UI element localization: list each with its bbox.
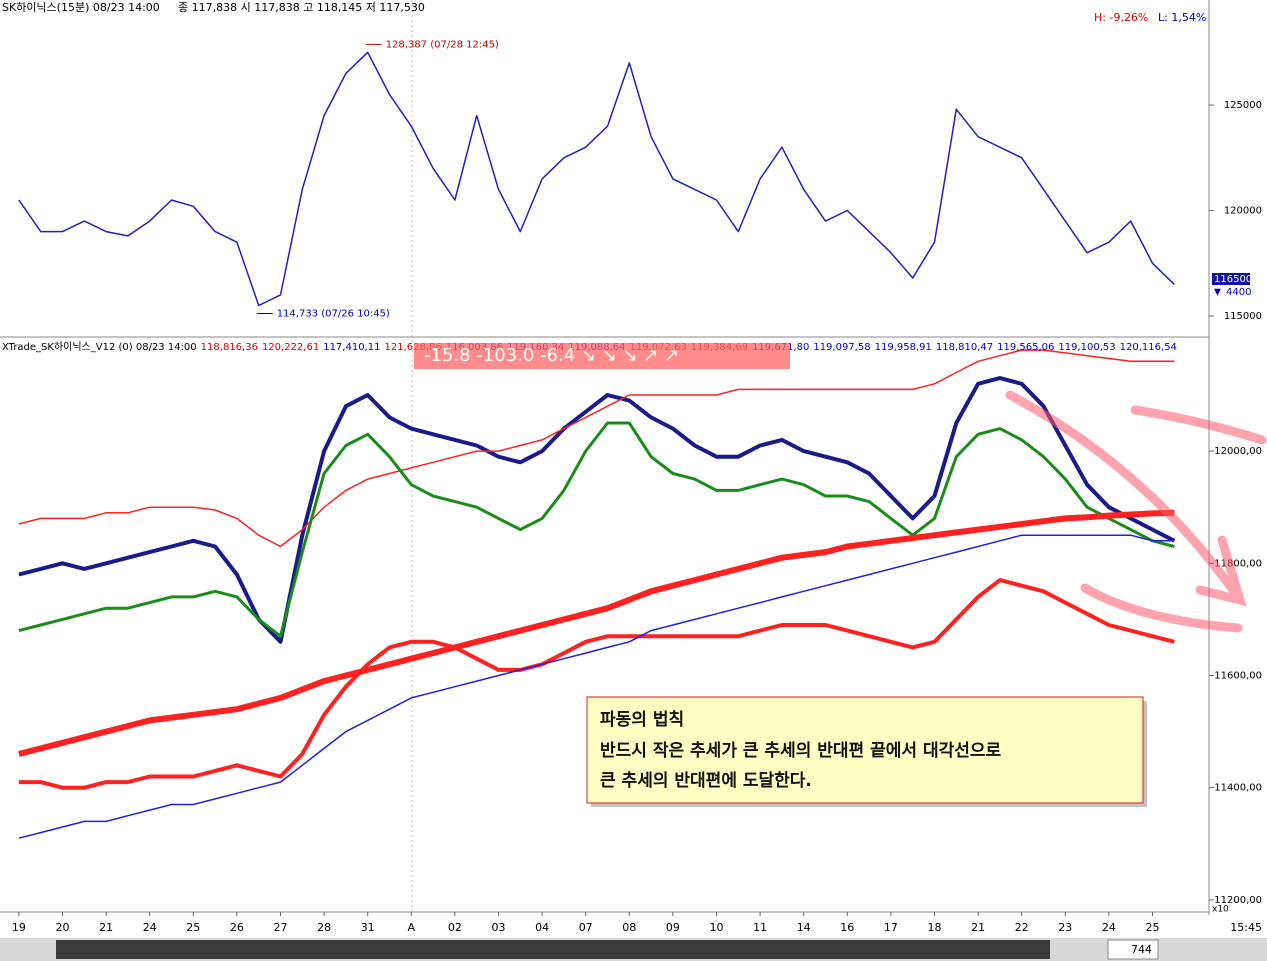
x-tick-label: 20: [56, 921, 70, 934]
indicator-title: XTrade_SK하이닉스_V12 (0) 08/23 14:00: [2, 340, 197, 353]
count-text: 744: [1131, 943, 1152, 956]
data-line: [18, 51, 1175, 307]
last-price-box: [1212, 273, 1250, 285]
x-tick-label: 25: [186, 921, 200, 934]
x-tick-label: 04: [535, 921, 549, 934]
indicator-value: 119,100,53: [1058, 342, 1115, 353]
x-tick-label: 26: [230, 921, 244, 934]
x-tick-label: 07: [579, 921, 593, 934]
arrow-middle: [1005, 390, 1247, 607]
low-annotation: 114,733 (07/26 10:45): [277, 308, 390, 319]
data-line: [18, 376, 1176, 644]
count-field[interactable]: [1107, 939, 1159, 960]
note-line: 반드시 작은 추세가 큰 추세의 반대편 끝에서 대각선으로: [600, 741, 1002, 761]
x-tick-label: 18: [928, 921, 942, 934]
x-tick-label: 14: [797, 921, 811, 934]
indicator-value: 118,810,47: [936, 342, 993, 353]
arrow-upper: [1130, 405, 1267, 445]
trend-arrows: [1005, 390, 1267, 633]
scale-label: x10: [1212, 905, 1229, 915]
x-tick-label: 21: [99, 921, 113, 934]
signal-box: [414, 343, 790, 369]
x-tick-label: 21: [971, 921, 985, 934]
y-tick-label: 120000: [1224, 206, 1262, 217]
x-tick-label: 19: [12, 921, 26, 934]
y-tick-label: 115000: [1224, 311, 1262, 322]
x-tick-label: 22: [1015, 921, 1029, 934]
indicator-value: 120,222,61: [262, 342, 319, 353]
data-line: [18, 534, 1175, 839]
note-line: 큰 추세의 반대편에 도달한다.: [600, 770, 812, 791]
x-tick-label: 24: [1102, 921, 1116, 934]
price-stats: 종 117,838 시 117,838 고 118,145 저 117,530: [178, 1, 425, 14]
indicator-value: 119,565,06: [997, 342, 1054, 353]
x-tick-label: 16: [840, 921, 854, 934]
x-tick-label: 27: [274, 921, 288, 934]
chart-title: SK하이닉스(15분) 08/23 14:00: [2, 0, 160, 14]
high-annotation: 128,387 (07/28 12:45): [386, 39, 499, 50]
y-tick-label: 11200,00: [1214, 895, 1262, 906]
data-line: [18, 421, 1175, 638]
x-tick-label: 03: [492, 921, 506, 934]
time-label: 15:45: [1230, 921, 1262, 934]
x-tick-label: 31: [361, 921, 375, 934]
note-box: [586, 696, 1144, 804]
y-tick-label: 11400,00: [1214, 783, 1262, 794]
indicator-value: 120,116,54: [1120, 342, 1177, 353]
data-line: [18, 509, 1175, 757]
data-line: [18, 349, 1175, 548]
x-tick-label: 25: [1146, 921, 1160, 934]
x-tick-label: 24: [143, 921, 157, 934]
x-tick-label: 28: [317, 921, 331, 934]
x-tick-label: 02: [448, 921, 462, 934]
y-tick-label: 12000,00: [1214, 446, 1262, 457]
signal-text: -15.8 -103.0 -6.4 ↘ ↘ ↘ ↗ ↗: [424, 345, 679, 366]
indicator-value: 119,958,91: [875, 342, 932, 353]
price-change-arrow: ▼: [1214, 288, 1221, 298]
note-title: 파동의 법칙: [600, 710, 684, 730]
x-tick-label: 08: [622, 921, 636, 934]
y-tick-label: 11800,00: [1214, 558, 1262, 569]
x-tick-label: 11: [753, 921, 767, 934]
x-tick-label: 23: [1058, 921, 1072, 934]
scroll-thumb[interactable]: [56, 940, 1050, 959]
x-tick-label: 17: [884, 921, 898, 934]
x-tick-label: A: [408, 921, 416, 934]
x-tick-label: 10: [710, 921, 724, 934]
price-change: 4400: [1226, 287, 1251, 298]
last-price: 116500: [1214, 274, 1252, 285]
arrow-lower: [1080, 583, 1243, 633]
high-pct: H: -9,26%: [1094, 11, 1148, 24]
indicator-value: 117,410,11: [323, 342, 380, 353]
y-tick-label: 125000: [1224, 100, 1262, 111]
indicator-value: 121,628,86: [384, 342, 441, 353]
low-pct: L: 1,54%: [1158, 11, 1206, 24]
data-line: [18, 578, 1175, 790]
indicator-value: 119,097,58: [813, 342, 870, 353]
x-tick-label: 09: [666, 921, 680, 934]
indicator-value: 118,816,36: [201, 342, 258, 353]
y-tick-label: 11600,00: [1214, 670, 1262, 681]
